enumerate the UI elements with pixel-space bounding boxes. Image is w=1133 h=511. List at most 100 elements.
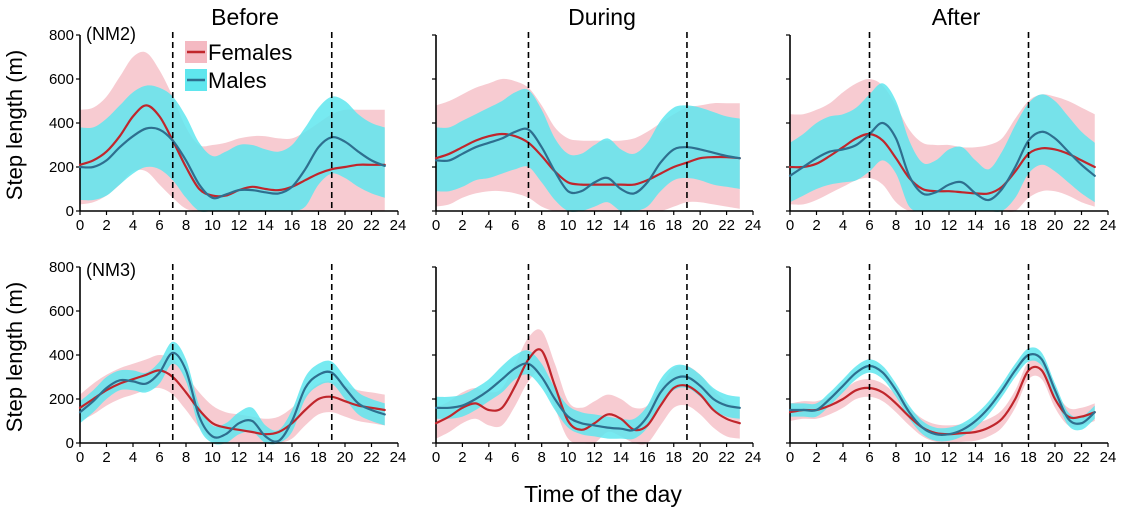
x-tick-label: 16 <box>994 449 1011 466</box>
x-tick-label: 6 <box>511 449 519 466</box>
x-tick-label: 4 <box>129 217 137 234</box>
x-tick-label: 20 <box>337 449 354 466</box>
x-tick-label: 24 <box>390 449 407 466</box>
x-tick-label: 16 <box>639 217 656 234</box>
x-tick-label: 18 <box>1020 449 1037 466</box>
x-tick-label: 12 <box>231 217 248 234</box>
x-tick-label: 4 <box>129 449 137 466</box>
x-tick-label: 0 <box>432 449 440 466</box>
x-tick-label: 10 <box>560 217 577 234</box>
col-title-before: Before <box>211 4 279 30</box>
x-tick-label: 10 <box>914 449 931 466</box>
y-tick-label: 0 <box>66 203 74 220</box>
x-tick-label: 14 <box>967 217 984 234</box>
x-tick-label: 2 <box>812 449 820 466</box>
x-tick-label: 14 <box>613 217 630 234</box>
x-tick-label: 0 <box>786 217 794 234</box>
x-tick-label: 24 <box>1100 449 1117 466</box>
x-tick-label: 22 <box>1073 449 1090 466</box>
x-tick-label: 6 <box>865 217 873 234</box>
legend-females-label: Females <box>208 40 292 65</box>
x-tick-label: 2 <box>458 449 466 466</box>
band-males <box>790 347 1095 442</box>
x-tick-label: 24 <box>390 217 407 234</box>
band-males <box>436 350 740 440</box>
x-tick-label: 6 <box>155 217 163 234</box>
x-tick-label: 4 <box>485 217 493 234</box>
x-tick-label: 12 <box>941 449 958 466</box>
x-axis-label: Time of the day <box>524 481 682 507</box>
band-males <box>790 83 1095 212</box>
x-tick-label: 20 <box>692 217 709 234</box>
x-tick-label: 2 <box>102 449 110 466</box>
x-tick-label: 6 <box>511 217 519 234</box>
panel-nm2-after: 0 2 4 6 8 10 12 14 16 18 20 22 24 <box>786 32 1117 234</box>
x-tick-label: 0 <box>76 217 84 234</box>
x-tick-label: 8 <box>182 217 190 234</box>
panel-nm2-during: 0 2 4 6 8 10 12 14 16 18 20 22 24 <box>432 32 761 234</box>
x-tick-label: 4 <box>839 217 847 234</box>
y-tick-label: 600 <box>49 303 74 320</box>
x-tick-label: 20 <box>1047 449 1064 466</box>
x-tick-label: 12 <box>941 217 958 234</box>
y-tick-label: 800 <box>49 27 74 44</box>
x-tick-label: 14 <box>967 449 984 466</box>
x-tick-label: 24 <box>1100 217 1117 234</box>
x-tick-label: 2 <box>102 217 110 234</box>
x-tick-label: 10 <box>914 217 931 234</box>
line-females <box>788 132 1096 196</box>
panel-nm3-during: 0 2 4 6 8 10 12 14 16 18 20 22 24 <box>432 264 761 466</box>
band-males <box>436 88 740 213</box>
line-females <box>434 132 741 187</box>
x-tick-label: 16 <box>284 217 301 234</box>
y-tick-label: 400 <box>49 115 74 132</box>
line-males <box>788 121 1096 202</box>
row-tag-nm2: (NM2) <box>86 24 136 44</box>
x-tick-label: 22 <box>1073 217 1090 234</box>
legend: Females Males <box>185 40 292 93</box>
x-tick-label: 16 <box>994 217 1011 234</box>
x-tick-label: 14 <box>257 449 274 466</box>
x-tick-label: 12 <box>586 449 603 466</box>
x-tick-label: 14 <box>257 217 274 234</box>
y-tick-label: 600 <box>49 71 74 88</box>
x-tick-label: 8 <box>892 449 900 466</box>
band-females <box>790 358 1095 443</box>
x-tick-label: 22 <box>363 217 380 234</box>
band-males <box>80 85 385 212</box>
y-tick-label: 0 <box>66 435 74 452</box>
x-tick-label: 18 <box>665 449 682 466</box>
x-tick-label: 0 <box>432 217 440 234</box>
line-females <box>434 348 741 432</box>
x-tick-label: 12 <box>586 217 603 234</box>
band-males <box>80 341 385 445</box>
x-tick-label: 10 <box>560 449 577 466</box>
y-tick-label: 200 <box>49 391 74 408</box>
y-tick-label: 800 <box>49 259 74 276</box>
y-axis-label-top: Step length (m) <box>2 50 27 200</box>
x-tick-label: 20 <box>337 217 354 234</box>
x-tick-label: 8 <box>537 217 545 234</box>
x-tick-label: 10 <box>204 449 221 466</box>
row-tag-nm3: (NM3) <box>86 260 136 280</box>
line-males <box>434 362 741 432</box>
line-males <box>78 351 386 443</box>
x-tick-label: 4 <box>839 449 847 466</box>
col-title-during: During <box>568 4 636 30</box>
x-tick-label: 12 <box>231 449 248 466</box>
x-tick-label: 18 <box>1020 217 1037 234</box>
x-tick-label: 10 <box>204 217 221 234</box>
x-tick-label: 18 <box>310 449 327 466</box>
y-tick-label: 200 <box>49 159 74 176</box>
x-tick-label: 0 <box>786 449 794 466</box>
x-tick-label: 20 <box>1047 217 1064 234</box>
x-tick-label: 8 <box>892 217 900 234</box>
x-tick-label: 18 <box>665 217 682 234</box>
x-tick-label: 6 <box>865 449 873 466</box>
x-tick-label: 2 <box>458 217 466 234</box>
panel-nm3-after: 0 2 4 6 8 10 12 14 16 18 20 22 24 <box>786 264 1117 466</box>
line-males <box>78 126 386 200</box>
